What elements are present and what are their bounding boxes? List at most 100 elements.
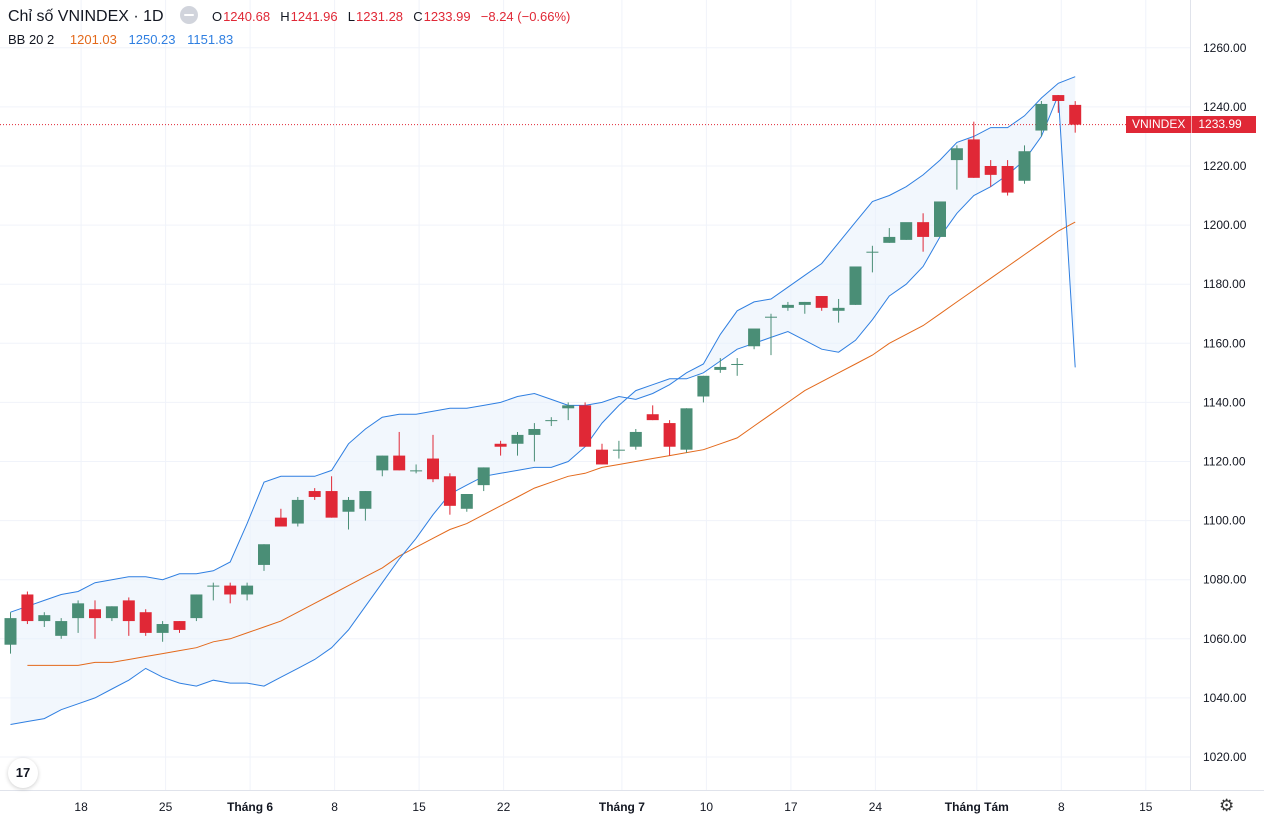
candle [308, 488, 321, 500]
candle-body [849, 266, 862, 305]
candle [376, 455, 389, 477]
x-axis-ticks: 18 25 Tháng 6 8 15 22 Tháng 7 10 17 24 Tháng Tám 8 1… [74, 800, 1152, 814]
candle [190, 594, 203, 622]
bb-lower-value: 1151.83 [187, 32, 234, 47]
y-axis-ticks: 1020.00 1040.00 1060.00 1080.00 1100.00 1120.… [1203, 41, 1247, 764]
candle [89, 600, 101, 639]
candle [697, 375, 710, 403]
symbol-title[interactable]: Chỉ số VNINDEX · 1D [8, 8, 164, 25]
candle [1052, 95, 1065, 113]
candle [731, 358, 744, 376]
candle-body [934, 201, 946, 237]
candle-body [55, 621, 68, 636]
candle-body [89, 609, 101, 619]
candle [21, 591, 34, 625]
x-tick-label: Tháng Tám [945, 800, 1009, 814]
candle [765, 313, 777, 356]
candle-body [612, 449, 625, 451]
x-tick-label: 25 [159, 800, 173, 814]
candle [629, 428, 642, 450]
candle-body [72, 603, 85, 619]
candle-body [241, 585, 254, 595]
candle-body [984, 166, 997, 175]
bollinger-band-fill [10, 76, 1076, 725]
candle [900, 222, 913, 240]
gear-icon[interactable]: ⚙ [1219, 796, 1235, 815]
last-price-tag: VNINDEX 1233.99 [1126, 116, 1256, 134]
y-tick-label: 1120.00 [1203, 455, 1246, 469]
x-tick-label: 8 [1058, 800, 1065, 814]
x-tick-label: 18 [74, 800, 88, 814]
candle-body [376, 455, 389, 471]
candle-body [781, 304, 794, 308]
bollinger-lower-line [10, 94, 1076, 725]
candle-body [443, 476, 456, 506]
indicator-name[interactable]: BB 20 2 [8, 32, 55, 47]
candle [427, 434, 439, 483]
x-tick-label: Tháng 7 [599, 800, 645, 814]
candle-body [105, 606, 118, 619]
change-value: −8.24 (−0.66%) [480, 9, 571, 24]
candle-body [579, 405, 592, 447]
candle [883, 228, 896, 243]
candle [359, 491, 372, 521]
candle [528, 423, 541, 462]
candle-body [173, 621, 186, 630]
candle-body [139, 612, 152, 633]
x-tick-label: 15 [412, 800, 426, 814]
candle-body [291, 499, 304, 524]
candle [934, 201, 946, 237]
candle [1018, 145, 1031, 184]
open-value: 1240.68 [223, 9, 271, 24]
candle [815, 296, 828, 311]
candle [579, 402, 592, 447]
high-value: 1241.96 [290, 9, 338, 24]
candle [207, 582, 220, 601]
x-tick-label: 24 [869, 800, 883, 814]
candle-body [900, 222, 913, 240]
y-axis[interactable] [1190, 0, 1191, 790]
tradingview-logo-icon[interactable]: 17 [8, 758, 38, 788]
candle-body [156, 624, 169, 633]
candle [477, 467, 490, 492]
price-tag-symbol: VNINDEX [1126, 116, 1193, 134]
candle-body [1001, 166, 1014, 193]
x-tick-label: 8 [331, 800, 338, 814]
candle [596, 443, 608, 465]
y-tick-label: 1160.00 [1203, 336, 1246, 350]
candle [410, 464, 423, 474]
candle-body [629, 431, 642, 447]
candle [798, 301, 811, 314]
candle [460, 494, 473, 512]
candle-body [680, 408, 693, 450]
candle-body [1069, 104, 1082, 125]
candle-body [798, 301, 811, 305]
candle [4, 612, 17, 654]
candle [139, 609, 152, 636]
candle [511, 431, 524, 456]
candle [832, 298, 845, 323]
candle-body [308, 491, 321, 497]
close-value: 1233.99 [423, 9, 471, 24]
low-value: 1231.28 [356, 9, 404, 24]
candle-body [562, 405, 575, 409]
eye-icon[interactable] [179, 6, 198, 24]
candle [258, 544, 270, 571]
y-tick-label: 1100.00 [1203, 514, 1246, 528]
candle [1001, 160, 1014, 196]
low-label: L [347, 9, 356, 24]
candle-body [832, 307, 845, 311]
candle-body [21, 594, 34, 622]
candle-body [967, 139, 980, 178]
high-label: H [280, 9, 290, 24]
candle [342, 496, 355, 530]
y-tick-label: 1060.00 [1203, 632, 1247, 646]
candle [443, 473, 456, 515]
price-tag-value: 1233.99 [1198, 117, 1242, 132]
x-tick-label: 22 [497, 800, 511, 814]
candle-body [528, 428, 541, 435]
x-axis[interactable] [0, 790, 1264, 791]
candle [274, 508, 287, 527]
bb-middle-value: 1201.03 [69, 32, 117, 47]
